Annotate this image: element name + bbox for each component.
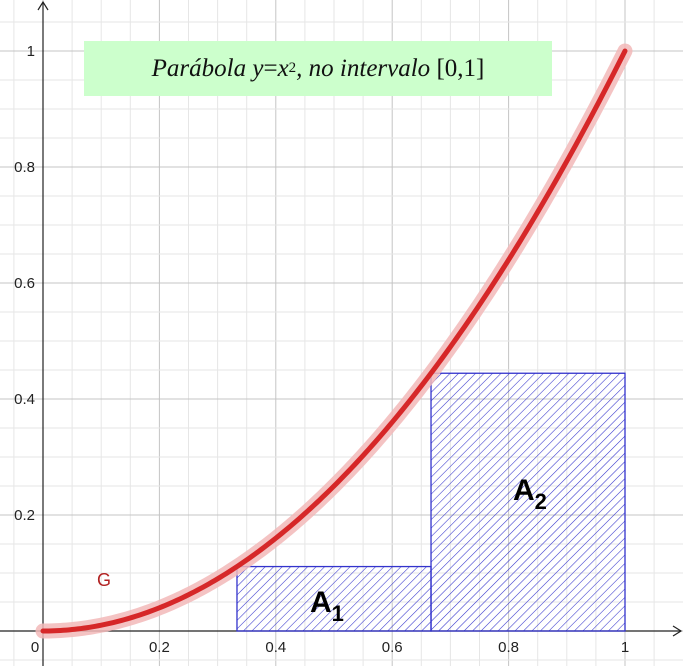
title-interval: [0,1] (436, 54, 485, 82)
area-label-subscript-1: 1 (332, 601, 344, 626)
title-equals: = (263, 54, 278, 82)
x-tick-label: 0.4 (265, 639, 286, 656)
x-tick-label: 1 (621, 639, 629, 656)
rectangles (236, 372, 626, 632)
x-axis-arrow (672, 625, 683, 637)
area-rectangle-2 (430, 372, 626, 632)
title-var-x: x (277, 54, 289, 82)
curve-label-g: G (97, 570, 111, 590)
x-tick-label: 0.8 (498, 639, 519, 656)
y-tick-label: 0.8 (14, 159, 35, 176)
y-tick-label: 0.6 (14, 275, 35, 292)
x-tick-label: 0 (31, 639, 39, 656)
title-exponent: 2 (288, 60, 297, 76)
tick-labels: 0 0.2 0.4 0.6 0.8 1 0.2 0.4 0.6 0.8 1 (14, 43, 629, 656)
area-rectangle-1 (236, 565, 432, 632)
x-tick-label: 0.6 (382, 639, 403, 656)
y-tick-label: 0.4 (14, 391, 35, 408)
area-label-subscript-2: 2 (535, 489, 547, 514)
x-tick-label: 0.2 (149, 639, 170, 656)
y-tick-label: 1 (27, 43, 35, 60)
title-prefix: Parábola (151, 54, 247, 82)
parabola-curve (40, 48, 628, 634)
y-tick-label: 0.2 (14, 507, 35, 524)
title-var-y: y (252, 54, 264, 82)
title-middle: , no intervalo (296, 54, 431, 82)
parabola-curve-group: G (35, 43, 633, 639)
y-axis-arrow (37, 0, 49, 11)
